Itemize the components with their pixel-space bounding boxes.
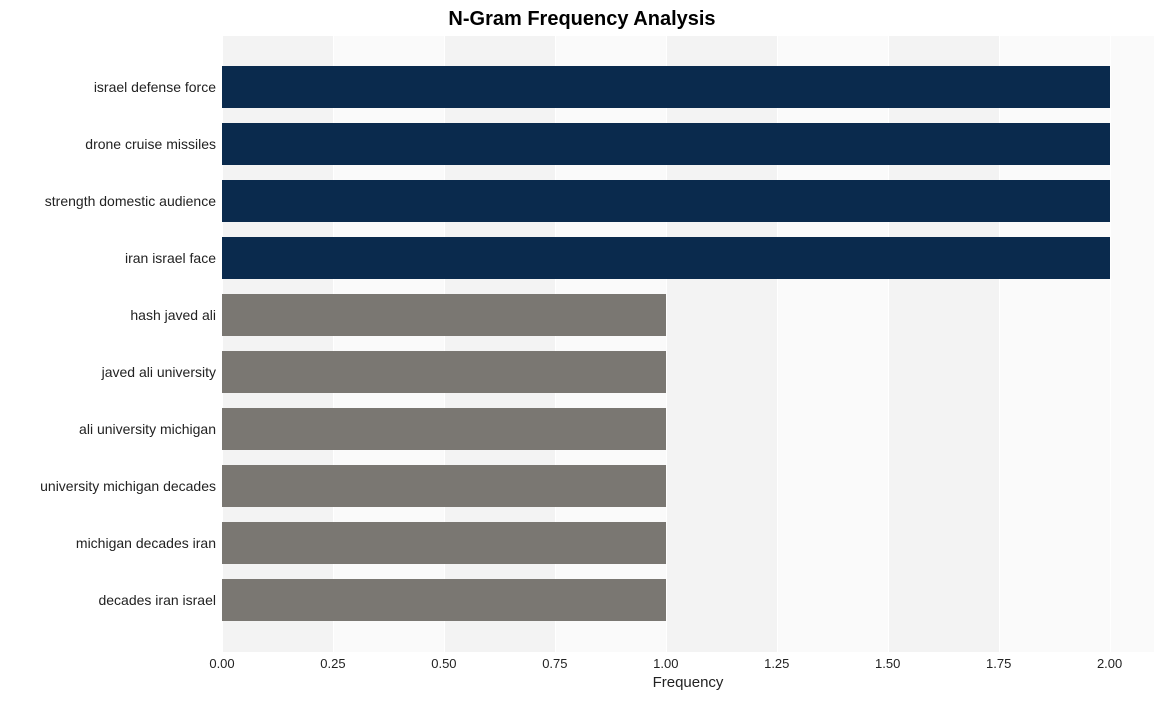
y-axis-label: michigan decades iran — [4, 535, 216, 551]
y-axis-label: ali university michigan — [4, 421, 216, 437]
x-axis-tick-label: 0.50 — [431, 656, 456, 671]
bar-row — [222, 400, 1154, 457]
x-axis-title: Frequency — [222, 674, 1154, 691]
plot-area — [222, 36, 1154, 652]
y-axis-label: javed ali university — [4, 364, 216, 380]
bar-row — [222, 172, 1154, 229]
bar-row — [222, 286, 1154, 343]
bar — [222, 123, 1110, 165]
bar-row — [222, 343, 1154, 400]
y-axis-label: university michigan decades — [4, 478, 216, 494]
x-axis-tick-label: 0.00 — [209, 656, 234, 671]
bar-row — [222, 457, 1154, 514]
y-axis-label: hash javed ali — [4, 307, 216, 323]
y-axis-label: drone cruise missiles — [4, 136, 216, 152]
x-axis-tick-label: 1.00 — [653, 656, 678, 671]
x-axis-tick-label: 2.00 — [1097, 656, 1122, 671]
bar — [222, 180, 1110, 222]
x-axis-tick-label: 1.25 — [764, 656, 789, 671]
y-axis-label: iran israel face — [4, 250, 216, 266]
y-axis-label: decades iran israel — [4, 592, 216, 608]
bar — [222, 465, 666, 507]
bar — [222, 237, 1110, 279]
ngram-frequency-chart: N-Gram Frequency Analysis Frequency isra… — [0, 0, 1164, 701]
y-axis-label: strength domestic audience — [4, 193, 216, 209]
bar — [222, 294, 666, 336]
bar — [222, 522, 666, 564]
bar-row — [222, 58, 1154, 115]
x-axis-tick-label: 0.75 — [542, 656, 567, 671]
bar-row — [222, 115, 1154, 172]
y-axis-label: israel defense force — [4, 79, 216, 95]
chart-title: N-Gram Frequency Analysis — [0, 8, 1164, 31]
bar — [222, 351, 666, 393]
bar-row — [222, 514, 1154, 571]
x-axis-tick-label: 1.75 — [986, 656, 1011, 671]
x-axis-tick-label: 0.25 — [320, 656, 345, 671]
bar-row — [222, 571, 1154, 628]
bar-row — [222, 229, 1154, 286]
bar — [222, 579, 666, 621]
bar — [222, 408, 666, 450]
x-axis-tick-label: 1.50 — [875, 656, 900, 671]
bar — [222, 66, 1110, 108]
